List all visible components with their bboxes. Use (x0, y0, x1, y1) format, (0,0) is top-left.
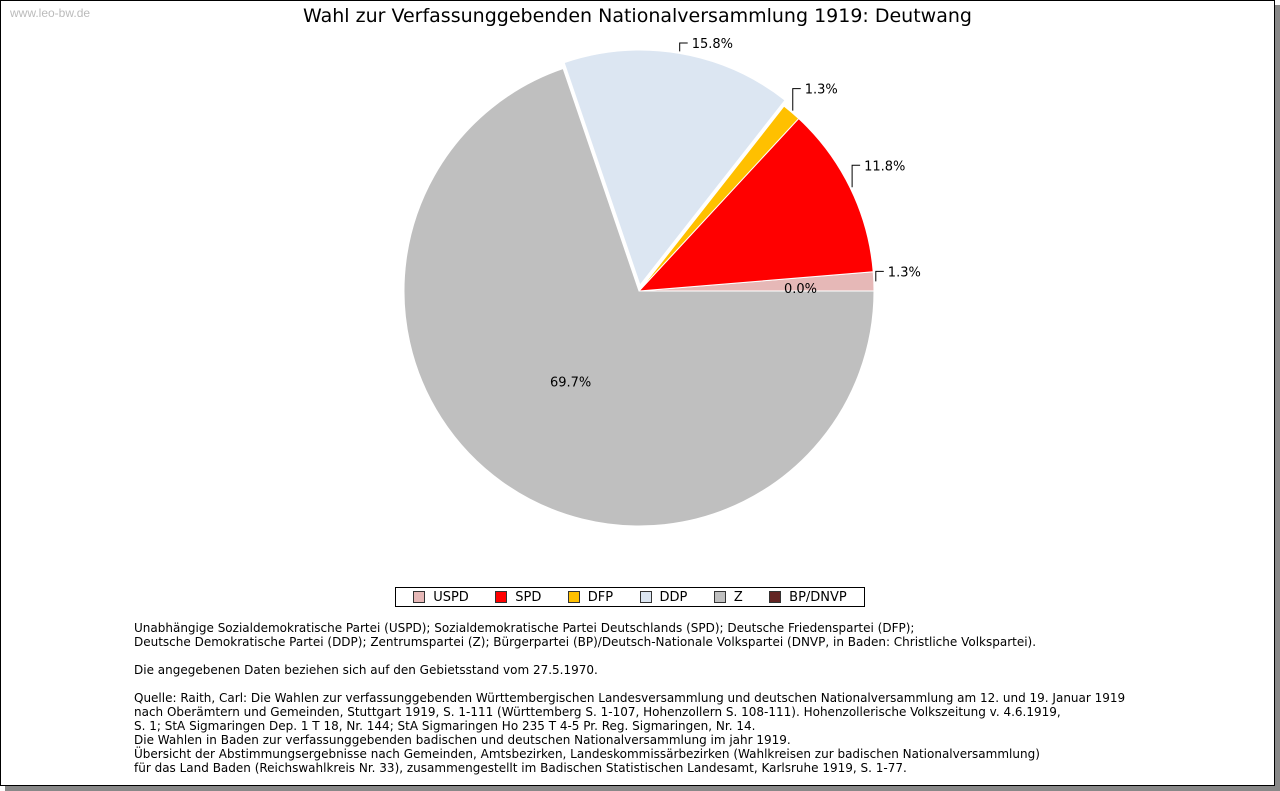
territory-note: Die angegebenen Daten beziehen sich auf … (134, 663, 598, 677)
legend-label: Z (733, 589, 743, 605)
notes: Unabhängige Sozialdemokratische Partei (… (134, 621, 1269, 789)
legend-swatch (713, 591, 726, 603)
legend-label: BP/DNVP (789, 589, 847, 605)
legend-label: DDP (659, 589, 688, 605)
legend-item-z: Z (713, 589, 743, 605)
legend-swatch (769, 591, 782, 603)
data-label-ddp: 15.8% (692, 37, 733, 52)
legend-item-uspd: USPD (413, 590, 469, 605)
legend-item-dfp: DFP (567, 589, 614, 605)
leader-line (679, 42, 688, 52)
legend-label: SPD (515, 589, 542, 605)
data-label-uspd: 1.3% (888, 265, 921, 280)
leader-line (875, 270, 884, 282)
chart-title: Wahl zur Verfassunggebenden Nationalvers… (303, 5, 972, 27)
abbreviations-note: Unabhängige Sozialdemokratische Partei (… (134, 621, 1037, 649)
data-label-bp-dnvp: 0.0% (784, 282, 817, 297)
data-label-spd: 11.8% (864, 159, 905, 174)
legend-item-ddp: DDP (639, 589, 688, 605)
pie-slice-spd (637, 117, 874, 292)
leader-line (851, 164, 861, 188)
legend-item-bp-dnvp: BP/DNVP (769, 590, 847, 605)
legend-swatch (495, 591, 508, 603)
legend-label: DFP (587, 589, 614, 605)
legend-swatch (567, 591, 580, 603)
data-label-z: 69.7% (550, 376, 591, 391)
legend-label: USPD (433, 589, 469, 605)
pie-slice-z (403, 67, 875, 527)
legend-swatch (639, 591, 652, 603)
pie-slice-ddp (563, 49, 786, 287)
watermark: www.leo-bw.de (10, 6, 91, 20)
legend-item-spd: SPD (495, 590, 541, 605)
pie-chart: 1.3% 11.8% 1.3% 15.8% 69.7% 0.0% (403, 37, 921, 527)
data-label-dfp: 1.3% (805, 83, 838, 98)
legend-swatch (413, 591, 426, 603)
legend: USPD SPD DFP DDP Z BP/DNVP (395, 587, 865, 607)
leader-line (792, 88, 801, 111)
source-note: Quelle: Raith, Carl: Die Wahlen zur verf… (134, 691, 1126, 775)
pie-slice-dfp (638, 105, 800, 292)
